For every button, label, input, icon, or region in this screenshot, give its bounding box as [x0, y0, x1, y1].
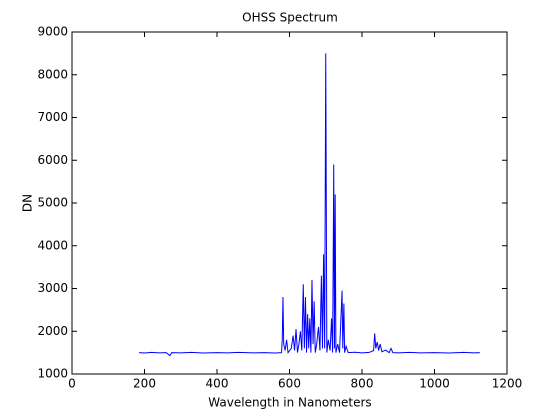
axes-box [71, 31, 508, 375]
x-tick-label: 800 [351, 377, 374, 391]
x-tick-label: 0 [68, 377, 76, 391]
y-tick-label: 5000 [37, 196, 68, 210]
y-tick-label: 3000 [37, 281, 68, 295]
spectrum-line [139, 53, 480, 357]
y-tick-label: 4000 [37, 238, 68, 252]
y-axis-label: DN [21, 194, 35, 212]
x-tick-label: 600 [278, 377, 301, 391]
chart-title: OHSS Spectrum [242, 11, 338, 25]
x-tick-label: 400 [206, 377, 229, 391]
y-tick-label: 7000 [37, 110, 68, 124]
y-tick-label: 8000 [37, 67, 68, 81]
y-tick-label: 2000 [37, 324, 68, 338]
y-tick-label: 6000 [37, 153, 68, 167]
x-tick-label: 1200 [492, 377, 523, 391]
x-tick-label: 1000 [419, 377, 450, 391]
x-tick-label: 200 [133, 377, 156, 391]
x-axis-label: Wavelength in Nanometers [208, 396, 371, 410]
y-tick-label: 9000 [37, 25, 68, 39]
y-tick-label: 1000 [37, 367, 68, 381]
